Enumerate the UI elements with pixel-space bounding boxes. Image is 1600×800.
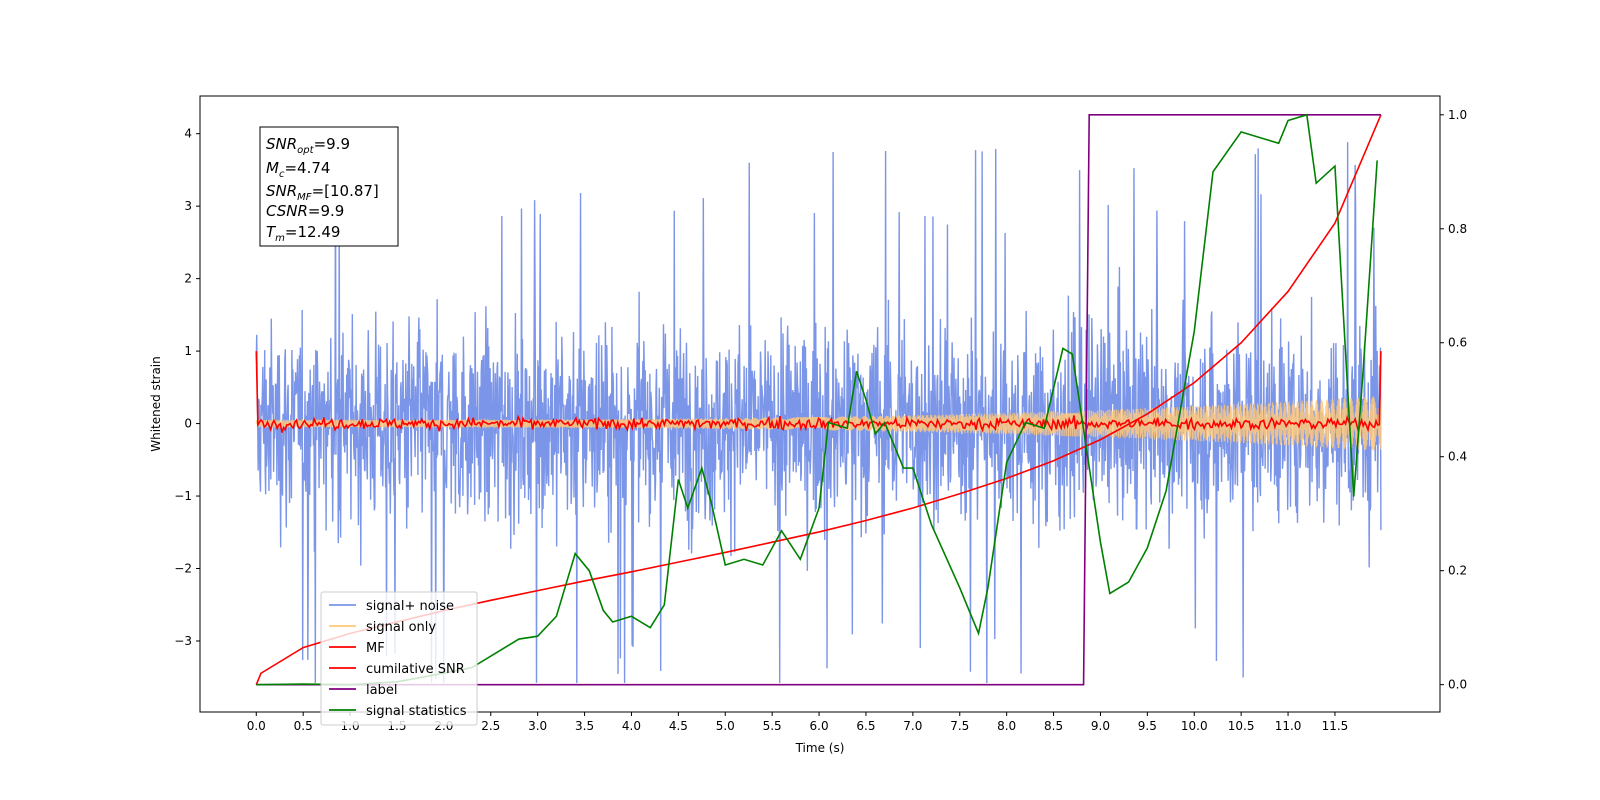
legend-label: label (366, 683, 397, 698)
y-tick-label: −1 (174, 489, 192, 503)
x-tick-label: 11.0 (1275, 719, 1302, 733)
x-tick-label: 5.0 (716, 719, 735, 733)
series-label-line (256, 114, 1381, 686)
y-tick-label: 4 (184, 127, 192, 141)
x-tick-label: 0.0 (247, 719, 266, 733)
legend-label: signal statistics (366, 704, 467, 719)
info-box: SNRopt=9.9 Mc=4.74 SNRMF=[10.87] CSNR=9.… (259, 126, 399, 247)
x-tick-label: 8.0 (997, 719, 1016, 733)
y2-tick-label: 0.6 (1448, 336, 1467, 350)
x-tick-label: 7.0 (903, 719, 922, 733)
series-mf-line (255, 351, 1382, 435)
x-tick-label: 4.5 (669, 719, 688, 733)
y2-tick-label: 0.0 (1448, 678, 1467, 692)
x-tick-label: 7.5 (950, 719, 969, 733)
info-csnr: CSNR=9.9 (266, 202, 344, 220)
y2-tick-label: 1.0 (1448, 108, 1467, 122)
x-tick-label: 6.5 (856, 719, 875, 733)
x-tick-label: 11.5 (1322, 719, 1349, 733)
x-tick-label: 9.0 (1091, 719, 1110, 733)
x-tick-label: 3.5 (575, 719, 594, 733)
y2-tick-label: 0.8 (1448, 222, 1467, 236)
legend-label: signal only (366, 620, 436, 635)
y2-tick-label: 0.2 (1448, 564, 1467, 578)
info-tm: Tm=12.49 (266, 223, 340, 244)
y-tick-label: 2 (184, 272, 192, 286)
y2-tick-label: 0.4 (1448, 450, 1467, 464)
x-tick-label: 5.5 (763, 719, 782, 733)
plot-frame (199, 95, 1441, 713)
y-axis-title: Whitened strain (149, 356, 163, 452)
x-tick-label: 10.0 (1181, 719, 1208, 733)
legend-label: MF (366, 641, 385, 656)
info-snr-opt: SNRopt=9.9 (266, 135, 350, 156)
y-axis-right: 0.0 0.2 0.4 0.6 0.8 1.0 (1440, 108, 1467, 692)
x-tick-label: 0.5 (294, 719, 313, 733)
legend-label: signal+ noise (366, 599, 454, 614)
x-tick-label: 6.0 (810, 719, 829, 733)
x-tick-label: 3.0 (528, 719, 547, 733)
x-tick-label: 2.5 (481, 719, 500, 733)
y-axis-left: −3 −2 −1 0 1 2 3 4 (174, 127, 200, 648)
x-tick-label: 4.0 (622, 719, 641, 733)
legend: signal+ noise signal only MF cumilative SNR… (320, 591, 478, 726)
y-tick-label: 0 (184, 417, 192, 431)
y-tick-label: −3 (174, 634, 192, 648)
info-mc: Mc=4.74 (266, 159, 330, 180)
info-snr-mf: SNRMF=[10.87] (266, 182, 379, 203)
x-tick-label: 9.5 (1138, 719, 1157, 733)
x-tick-label: 10.5 (1228, 719, 1255, 733)
x-axis-title: Time (s) (795, 741, 845, 755)
legend-label: cumilative SNR (366, 662, 465, 677)
y-tick-label: 3 (184, 199, 192, 213)
x-axis: 0.0 0.5 1.0 1.5 2.0 2.5 3.0 3.5 4.0 4.5 5.0 5.5 6.0 6… (247, 712, 1349, 733)
x-tick-label: 8.5 (1044, 719, 1063, 733)
series-signal-only-line (255, 396, 1382, 451)
y-tick-label: 1 (184, 344, 192, 358)
y-tick-label: −2 (174, 562, 192, 576)
series-signal-statistics-line (256, 113, 1378, 686)
